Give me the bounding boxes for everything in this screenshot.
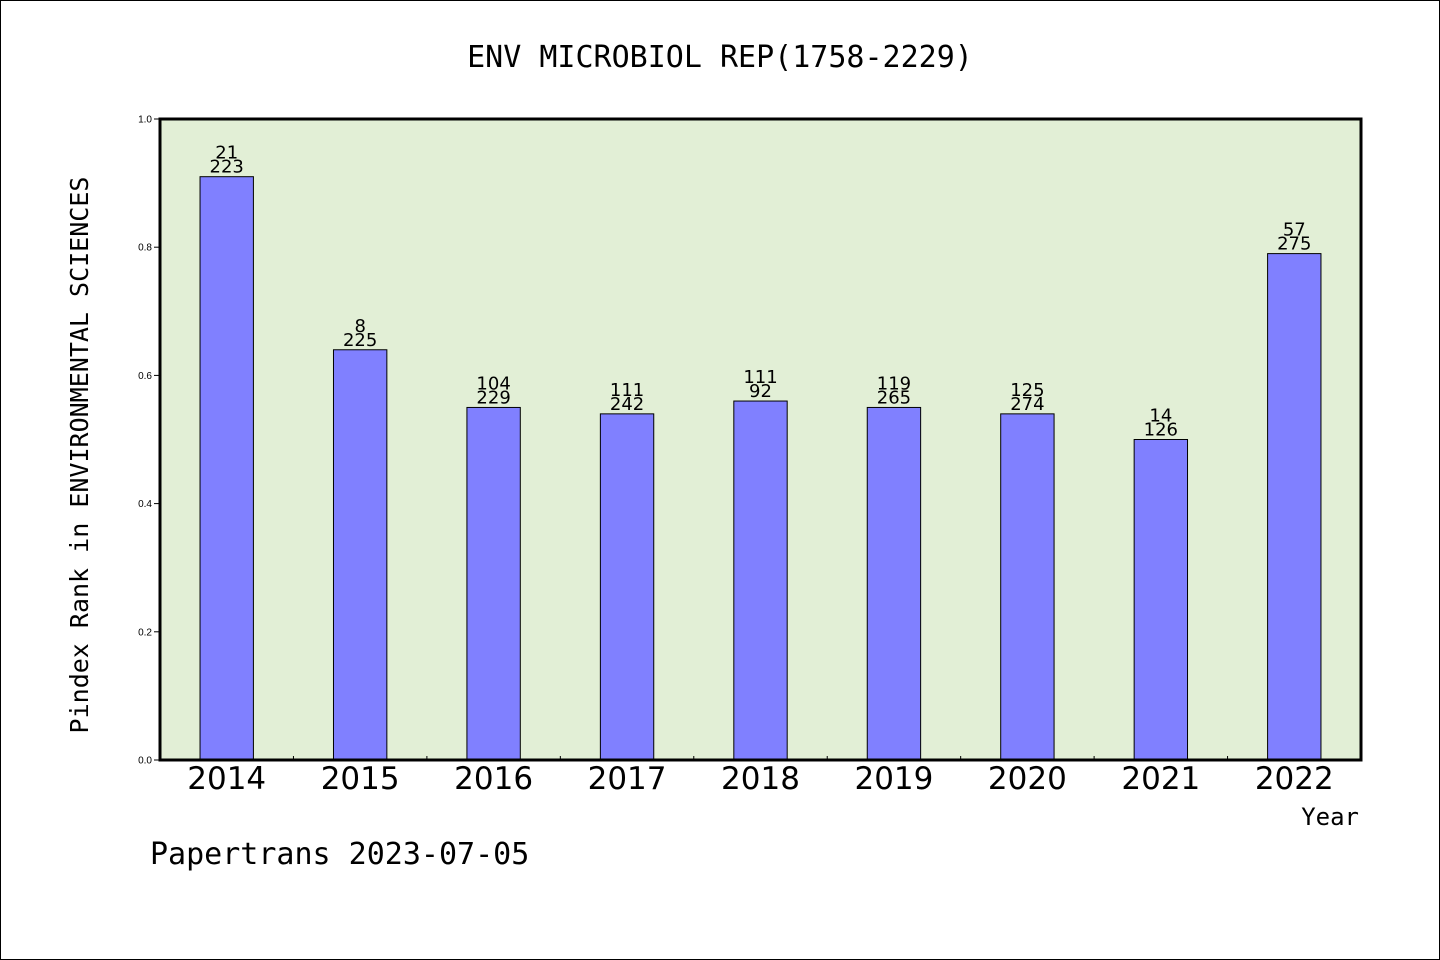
- y-tick-label: 0.2: [138, 627, 152, 638]
- data-label-top: 14: [1149, 406, 1172, 427]
- footer-credit: Papertrans 2023-07-05: [150, 837, 529, 872]
- x-tick-label: 2021: [1121, 761, 1200, 797]
- x-axis-label: Year: [1301, 803, 1359, 831]
- chart-title: ENV MICROBIOL REP(1758-2229): [467, 40, 973, 75]
- plot-border: [158, 117, 1363, 762]
- data-label-bottom: 229: [476, 387, 510, 408]
- data-label-bottom: 92: [749, 381, 772, 402]
- y-tick-label: 0.4: [138, 499, 152, 510]
- data-label-top: 8: [354, 316, 365, 337]
- data-label-top: 57: [1283, 220, 1306, 241]
- bar-2018: [733, 400, 788, 761]
- data-label-bottom: 126: [1144, 420, 1178, 441]
- data-label-bottom: 275: [1277, 234, 1311, 255]
- y-tick-label: 0.6: [138, 371, 152, 382]
- data-label-bottom: 265: [877, 387, 911, 408]
- y-tick-label: 1.0: [138, 115, 152, 126]
- data-label-bottom: 225: [343, 330, 377, 351]
- bar-2016: [466, 406, 521, 761]
- bar-2020: [1000, 413, 1055, 761]
- x-tick-label: 2022: [1255, 761, 1334, 797]
- y-axis-label: Pindex Rank in ENVIRONMENTAL SCIENCES: [65, 177, 94, 734]
- x-tick-label: 2019: [854, 761, 933, 797]
- bar-2014: [199, 176, 254, 761]
- y-tick-label: 0.8: [138, 243, 152, 254]
- data-label-top: 125: [1010, 380, 1044, 401]
- data-label-bottom: 223: [210, 157, 244, 178]
- bar-2022: [1267, 253, 1322, 761]
- bar-2019: [866, 406, 922, 761]
- bar-2017: [599, 413, 655, 761]
- y-tick-label: 0.0: [138, 756, 152, 767]
- bar-2021: [1133, 439, 1189, 761]
- x-tick-label: 2016: [454, 761, 533, 797]
- data-label-top: 21: [215, 143, 238, 164]
- bar-2015: [332, 349, 388, 761]
- x-tick-label: 2017: [588, 761, 667, 797]
- data-label-top: 111: [610, 380, 644, 401]
- data-label-bottom: 274: [1010, 394, 1044, 415]
- data-label-top: 119: [877, 373, 911, 394]
- data-label-top: 104: [476, 373, 510, 394]
- data-label-top: 111: [743, 367, 777, 388]
- ticks-layer: 0.0 0.2 0.4 0.6 0.8 1.0 2014 2015 2016 2017 2018 20…: [138, 115, 1334, 798]
- x-tick-label: 2018: [721, 761, 800, 797]
- x-tick-label: 2020: [988, 761, 1067, 797]
- data-label-bottom: 242: [610, 394, 644, 415]
- x-tick-label: 2014: [187, 761, 266, 797]
- x-tick-label: 2015: [321, 761, 400, 797]
